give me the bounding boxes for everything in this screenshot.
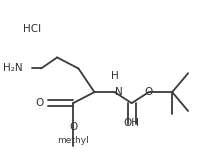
Text: methyl: methyl xyxy=(57,136,89,145)
Text: H₂N: H₂N xyxy=(3,63,23,73)
Text: HCl: HCl xyxy=(23,24,41,34)
Text: O: O xyxy=(69,122,77,132)
Text: H: H xyxy=(111,71,118,81)
Text: O: O xyxy=(145,87,153,97)
Text: OH: OH xyxy=(124,118,140,128)
Text: O: O xyxy=(35,98,43,108)
Text: N: N xyxy=(115,87,122,97)
